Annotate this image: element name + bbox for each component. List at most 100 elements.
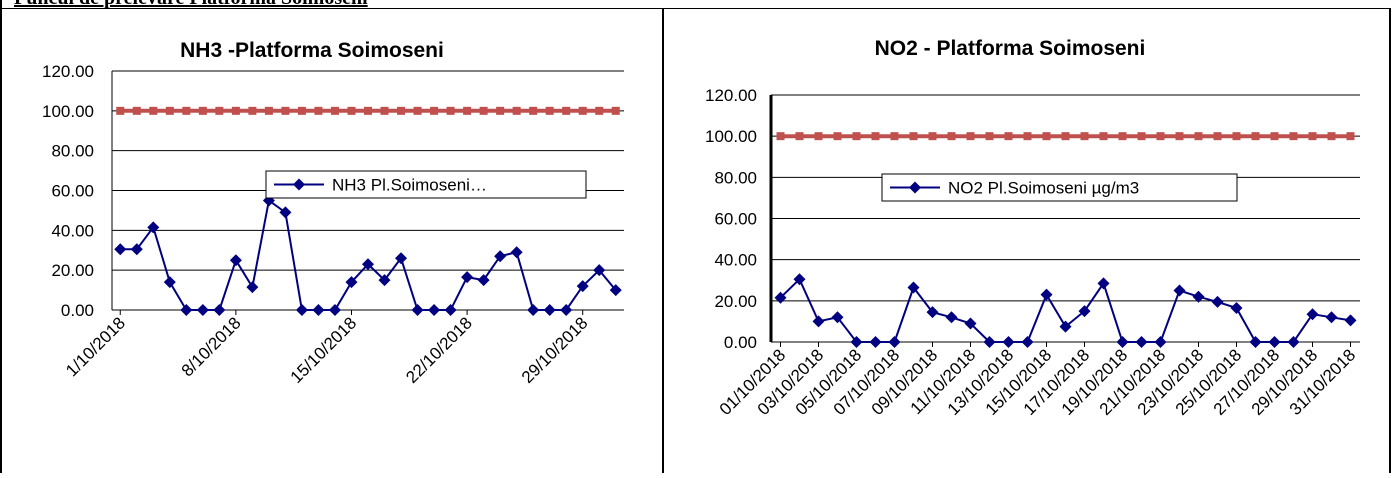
- table-border-right: [1389, 8, 1391, 473]
- nh3-y-tick-label: 120.00: [42, 62, 94, 81]
- nh3-x-tick-label: 29/10/2018: [518, 313, 592, 387]
- no2-series-measured-point: [1021, 336, 1034, 348]
- no2-series-measured-line: [779, 277, 1351, 343]
- no2-series-limit-point: [947, 132, 956, 141]
- nh3-series-limit-point: [198, 106, 207, 115]
- no2-y-tick-label: 100.00: [705, 127, 757, 146]
- no2-series-measured-point: [774, 291, 787, 304]
- nh3-series-limit-point: [281, 106, 290, 115]
- no2-series-limit-point: [1308, 132, 1317, 141]
- nh3-x-tick-label: 15/10/2018: [287, 313, 361, 387]
- nh3-series-limit-point: [512, 106, 521, 115]
- nh3-series-measured-point: [576, 280, 589, 293]
- no2-series-limit-point: [1346, 132, 1355, 141]
- nh3-series-limit-point: [149, 106, 158, 115]
- nh3-series-limit-point: [463, 106, 472, 115]
- no2-series-measured-point: [926, 306, 939, 319]
- no2-series-measured-point: [888, 336, 901, 348]
- no2-series-limit-point: [928, 132, 937, 141]
- nh3-series-measured-point: [411, 304, 424, 316]
- no2-series-limit-point: [1099, 132, 1108, 141]
- nh3-chart: NH3 -Platforma Soimoseni 0.00 20.00 40.00 60…: [42, 39, 624, 387]
- nh3-y-tick-label: 60.00: [51, 182, 94, 201]
- no2-series-limit-point: [1118, 132, 1127, 141]
- nh3-series-measured-point: [328, 304, 341, 316]
- nh3-series-limit-point: [413, 106, 422, 115]
- nh3-series-limit-point: [545, 106, 554, 115]
- no2-series-measured-point: [1173, 284, 1186, 297]
- no2-series-limit-point: [1232, 132, 1241, 141]
- no2-series-limit-point: [1213, 132, 1222, 141]
- no2-series-measured-point: [1135, 336, 1148, 348]
- nh3-series-measured-point: [510, 246, 523, 259]
- no2-series-measured-point: [907, 281, 920, 294]
- nh3-series-limit-point: [578, 106, 587, 115]
- no2-series-measured-point: [812, 315, 825, 328]
- nh3-series-measured-point: [527, 304, 540, 316]
- no2-series-limit-point: [1080, 132, 1089, 141]
- nh3-series-measured-line: [120, 198, 617, 311]
- nh3-series-limit-point: [529, 106, 538, 115]
- no2-series-limit-point: [909, 132, 918, 141]
- nh3-chart-title: NH3 -Platforma Soimoseni: [180, 39, 444, 62]
- nh3-series-limit-point: [297, 106, 306, 115]
- no2-series-measured-point: [1002, 336, 1015, 348]
- nh3-y-tick-label: 100.00: [42, 102, 94, 121]
- nh3-series-measured-point: [477, 274, 490, 287]
- no2-series-limit-point: [833, 132, 842, 141]
- nh3-series-limit-point: [397, 106, 406, 115]
- no2-series-measured-point: [1040, 288, 1053, 301]
- nh3-x-tick-label: 1/10/2018: [62, 313, 129, 380]
- nh3-series-measured-point: [130, 243, 143, 256]
- nh3-y-tick-label: 80.00: [51, 142, 94, 161]
- no2-series-measured-point: [964, 317, 977, 330]
- no2-series-limit-point: [1004, 132, 1013, 141]
- no2-series-measured-point: [1230, 302, 1243, 315]
- nh3-series-limit-point: [595, 106, 604, 115]
- no2-series-measured-point: [869, 336, 882, 348]
- nh3-y-tick-label: 40.00: [51, 221, 94, 240]
- no2-series-measured-point: [850, 336, 863, 348]
- no2-series-limit-point: [1137, 132, 1146, 141]
- table-border-middle: [662, 8, 664, 473]
- no2-series-limit-point: [1061, 132, 1070, 141]
- nh3-series-measured-point: [378, 274, 391, 287]
- nh3-series-limit-point: [562, 106, 571, 115]
- no2-series-limit-point: [1251, 132, 1260, 141]
- nh3-series-measured-point: [279, 206, 292, 219]
- nh3-chart-panel: NH3 -Platforma Soimoseni 0.00 20.00 40.00 60…: [2, 9, 662, 473]
- nh3-series-measured-point: [196, 304, 209, 316]
- nh3-series-limit-point: [182, 106, 191, 115]
- nh3-series-limit-point: [430, 106, 439, 115]
- nh3-series-measured-point: [114, 243, 127, 256]
- nh3-series-measured-point: [543, 304, 556, 316]
- nh3-series-measured-point: [229, 254, 242, 267]
- no2-series-limit-point: [776, 132, 785, 141]
- nh3-series-measured-point: [593, 264, 606, 277]
- nh3-series-limit-point: [347, 106, 356, 115]
- nh3-series-measured-point: [295, 304, 308, 316]
- table-border-left: [0, 0, 2, 473]
- table-border-top: [0, 8, 1390, 9]
- no2-y-tick-label: 20.00: [714, 292, 757, 311]
- no2-series-measured-point: [1097, 277, 1110, 290]
- no2-series-limit-point: [1327, 132, 1336, 141]
- nh3-series-measured-point: [560, 304, 573, 316]
- nh3-series-measured-point: [362, 258, 374, 271]
- no2-series-measured-point: [1154, 336, 1167, 348]
- nh3-series-measured-point: [246, 281, 259, 294]
- nh3-y-tick-label: 20.00: [51, 261, 94, 280]
- nh3-series-measured-point: [180, 304, 193, 316]
- no2-series-measured-point: [1211, 295, 1224, 308]
- nh3-series-limit-point: [248, 106, 257, 115]
- nh3-x-tick-label: 8/10/2018: [178, 313, 245, 380]
- no2-series-measured-point: [793, 273, 806, 286]
- nh3-series-measured-point: [345, 276, 358, 289]
- no2-series-limit-point: [814, 132, 823, 141]
- nh3-series-limit-point: [165, 106, 174, 115]
- document-heading: Puncul de prelevare Platforma Soimoseni: [14, 0, 368, 8]
- nh3-series-measured-point: [312, 304, 325, 316]
- no2-series-measured-point: [1116, 336, 1129, 348]
- no2-series-measured-point: [1078, 305, 1091, 318]
- nh3-series-measured-point: [428, 304, 441, 316]
